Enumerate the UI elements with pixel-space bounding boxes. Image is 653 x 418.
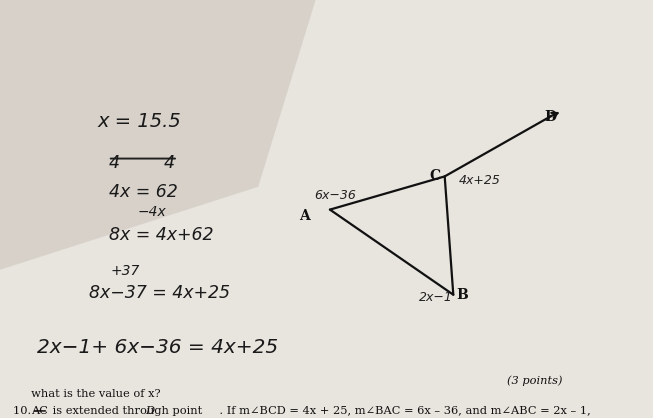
Text: 4x = 62: 4x = 62 bbox=[109, 183, 178, 201]
Text: 6x−36: 6x−36 bbox=[315, 189, 357, 202]
Text: C: C bbox=[430, 169, 441, 184]
Text: 4        4: 4 4 bbox=[109, 154, 175, 172]
Text: is extended through point       . If m∠BCD = 4x + 25, m∠BAC = 6x – 36, and m∠ABC: is extended through point . If m∠BCD = 4… bbox=[50, 406, 591, 416]
Text: 10.: 10. bbox=[12, 406, 35, 416]
Text: 4x+25: 4x+25 bbox=[459, 174, 501, 187]
Text: 2x−1+ 6x−36 = 4x+25: 2x−1+ 6x−36 = 4x+25 bbox=[37, 338, 278, 357]
Text: what is the value of x?: what is the value of x? bbox=[12, 389, 160, 399]
Polygon shape bbox=[0, 0, 315, 270]
Text: (3 points): (3 points) bbox=[507, 376, 562, 386]
Text: B: B bbox=[456, 288, 468, 302]
Text: 8x = 4x+62: 8x = 4x+62 bbox=[109, 226, 214, 244]
Text: 2x−1: 2x−1 bbox=[419, 291, 453, 304]
Text: A: A bbox=[299, 209, 310, 223]
Text: −4x: −4x bbox=[138, 206, 167, 219]
Text: +37: +37 bbox=[110, 264, 140, 278]
Text: 8x−37 = 4x+25: 8x−37 = 4x+25 bbox=[89, 284, 230, 302]
Text: D: D bbox=[145, 406, 154, 416]
Text: x = 15.5: x = 15.5 bbox=[97, 112, 182, 131]
Text: AC: AC bbox=[31, 406, 48, 416]
Text: D: D bbox=[544, 110, 556, 124]
